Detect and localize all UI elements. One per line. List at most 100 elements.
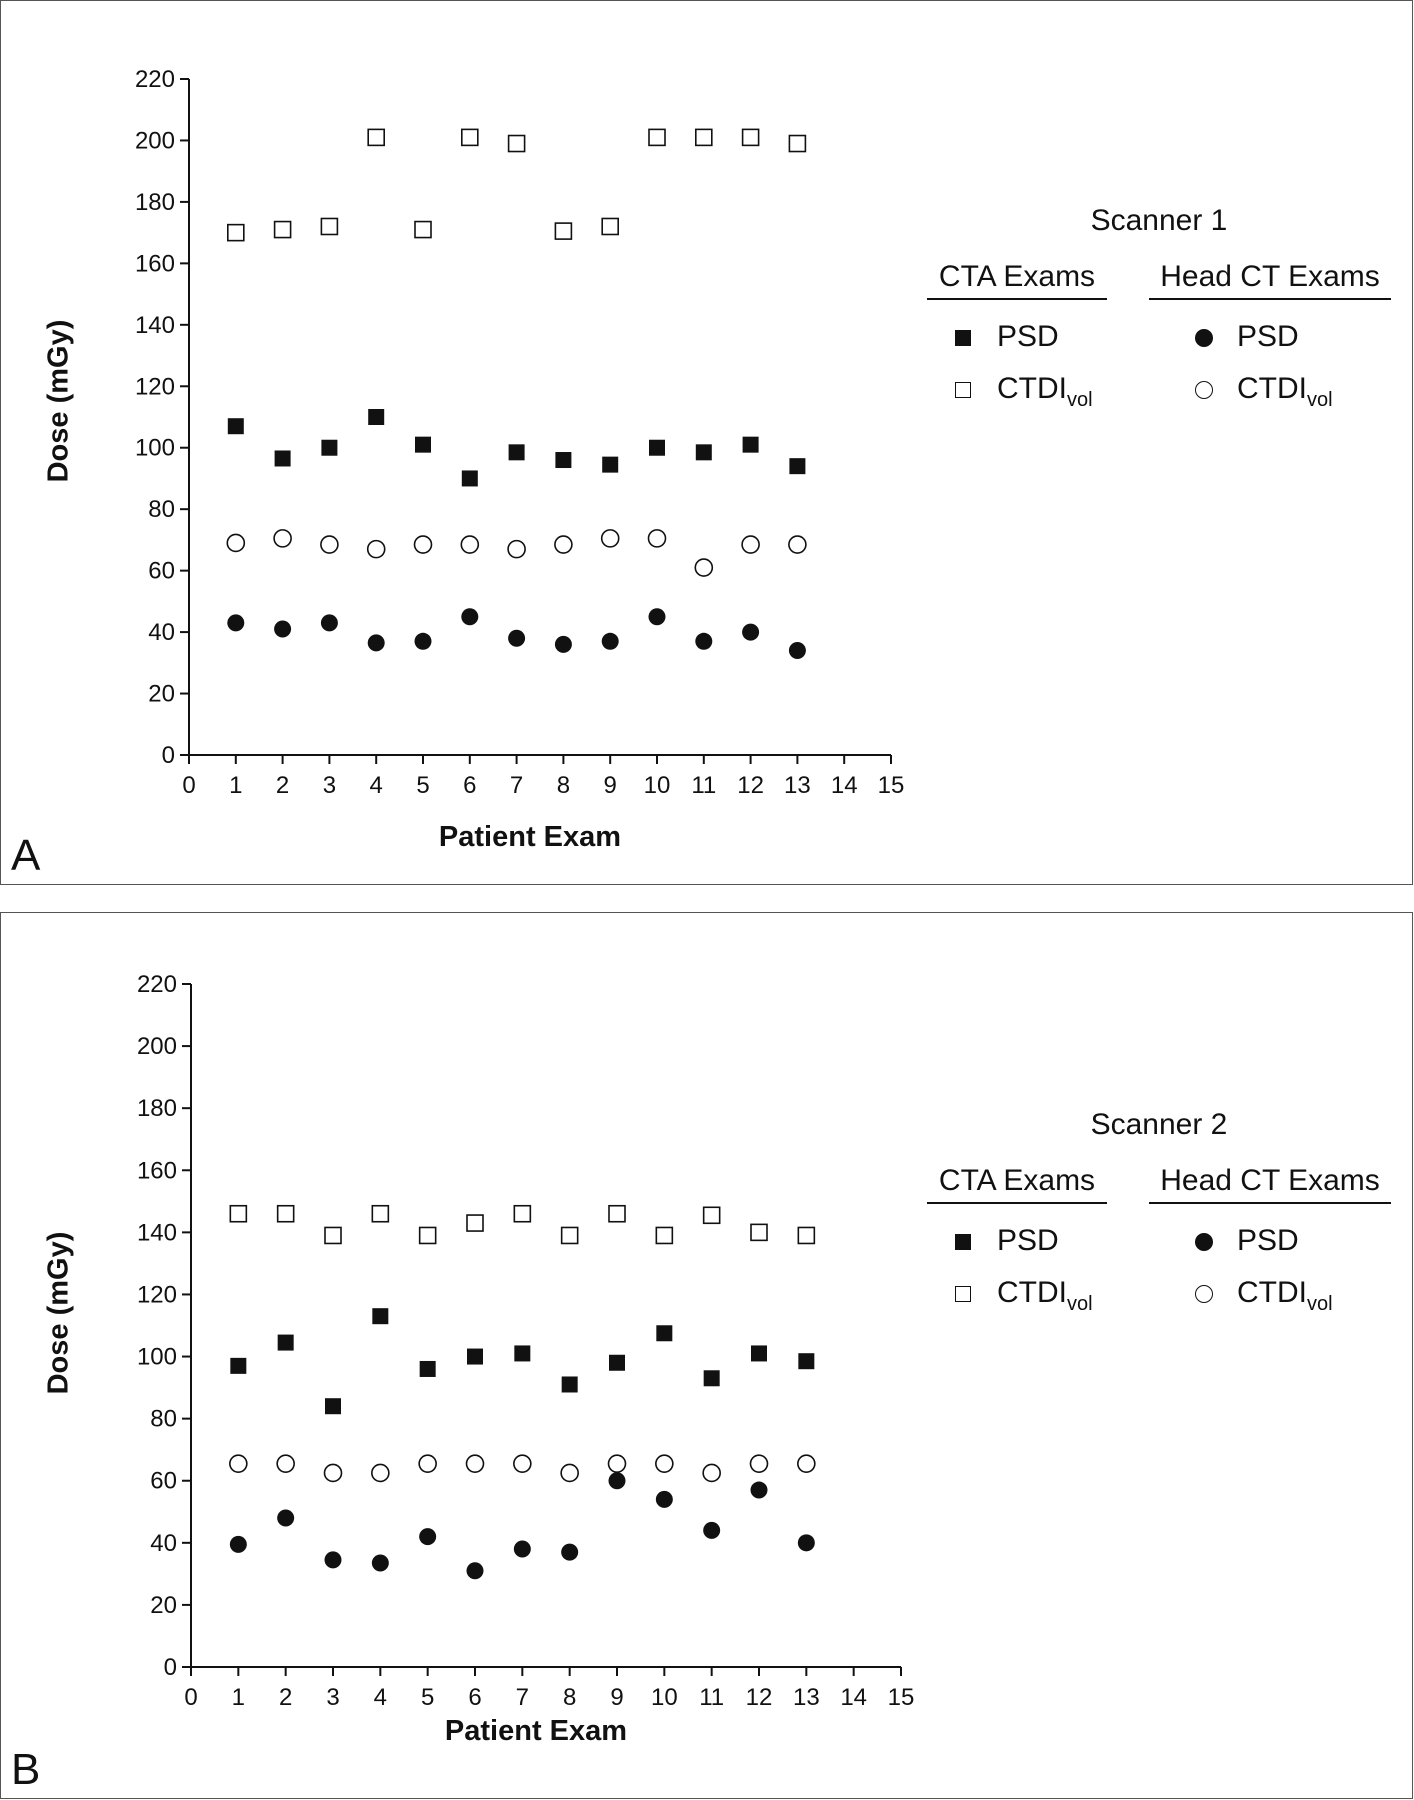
data-point-head-ctdivol [741, 535, 760, 554]
x-tick-label: 6 [468, 1684, 481, 1711]
data-point-cta-psd [602, 456, 619, 473]
legend-label: PSD [997, 320, 1059, 353]
y-tick-label: 220 [137, 971, 177, 998]
data-point-cta-psd [277, 1334, 294, 1351]
data-point-head-ctdivol [323, 1463, 343, 1483]
legend: Scanner 1 CTA Exams Head CT Exams PSD CT… [927, 204, 1391, 434]
open-circle-marker-icon [1195, 381, 1213, 399]
x-tick-label: 1 [229, 772, 242, 799]
data-point-head-ctdivol [371, 1463, 390, 1483]
open-circle-marker-icon [1195, 1285, 1213, 1303]
data-point-head-psd [371, 1554, 389, 1572]
data-point-cta-ctdivol [227, 223, 245, 242]
x-tick-label: 10 [644, 772, 671, 799]
data-point-head-ctdivol [229, 1454, 248, 1473]
y-tick-label: 20 [148, 681, 175, 708]
y-tick-label: 220 [135, 66, 175, 93]
x-tick-label: 8 [563, 1684, 576, 1711]
y-tick-label: 0 [162, 742, 175, 769]
data-point-head-ctdivol [413, 535, 433, 554]
data-point-head-psd [229, 1535, 247, 1553]
data-point-cta-ctdivol [229, 1204, 248, 1223]
data-point-head-ctdivol [694, 558, 714, 577]
data-point-head-ctdivol [600, 529, 620, 548]
data-point-cta-psd [461, 470, 478, 487]
legend-heading-head-ct: Head CT Exams [1149, 1164, 1391, 1204]
y-tick-label: 20 [150, 1592, 177, 1619]
filled-circle-marker-icon [1195, 329, 1213, 347]
legend-label-subscript: vol [1307, 1293, 1333, 1315]
data-point-cta-ctdivol [601, 217, 620, 236]
legend-label-subscript: vol [1067, 1293, 1093, 1315]
legend-label: PSD [1237, 1224, 1299, 1257]
legend-title: Scanner 1 [1090, 204, 1228, 237]
y-tick-label: 80 [150, 1406, 177, 1433]
data-point-cta-ctdivol [507, 134, 526, 153]
x-tick-label: 15 [888, 1684, 915, 1711]
data-point-head-ctdivol [273, 529, 292, 548]
x-tick-label: 9 [610, 1684, 623, 1711]
data-point-cta-psd [274, 450, 291, 467]
data-point-head-psd [508, 629, 526, 647]
legend: Scanner 2 CTA Exams Head CT Exams PSD CT… [927, 1108, 1391, 1338]
x-tick-label: 2 [279, 1684, 292, 1711]
x-tick-label: 14 [840, 1684, 867, 1711]
data-point-head-ctdivol [276, 1454, 295, 1473]
data-point-cta-psd [325, 1398, 341, 1415]
data-point-head-psd [750, 1481, 768, 1499]
y-tick-label: 120 [135, 373, 175, 400]
x-tick-label: 3 [323, 772, 336, 799]
data-point-cta-ctdivol [560, 1226, 579, 1245]
data-point-cta-psd [415, 436, 431, 453]
panel-label: B [11, 1745, 41, 1794]
data-point-head-ctdivol [460, 535, 480, 554]
data-point-head-ctdivol [465, 1454, 485, 1473]
data-point-cta-psd [508, 444, 525, 461]
y-tick-label: 160 [137, 1157, 177, 1184]
filled-square-marker-icon [955, 330, 971, 346]
open-square-marker-icon [955, 382, 971, 398]
data-point-head-ctdivol [507, 539, 526, 559]
data-point-cta-ctdivol [750, 1223, 768, 1242]
x-tick-label: 7 [510, 772, 523, 799]
data-point-head-psd [703, 1521, 721, 1539]
data-point-head-psd [797, 1534, 815, 1552]
data-point-cta-psd [649, 439, 665, 456]
data-point-head-ctdivol [607, 1454, 627, 1473]
data-point-head-psd [788, 642, 806, 660]
y-tick-label: 100 [137, 1344, 177, 1371]
data-point-cta-psd [695, 444, 712, 461]
x-tick-label: 8 [557, 772, 570, 799]
data-point-cta-ctdivol [702, 1206, 721, 1225]
y-tick-label: 200 [135, 127, 175, 154]
y-tick-label: 140 [135, 312, 175, 339]
legend-label: PSD [997, 1224, 1059, 1257]
data-point-cta-psd [703, 1370, 720, 1387]
x-tick-label: 15 [878, 772, 905, 799]
data-point-cta-psd [798, 1353, 815, 1370]
data-point-cta-ctdivol [648, 128, 666, 147]
data-point-cta-psd [555, 452, 572, 469]
y-tick-label: 120 [137, 1281, 177, 1308]
data-point-cta-psd [372, 1308, 389, 1325]
data-point-cta-ctdivol [608, 1204, 626, 1223]
data-point-cta-ctdivol [418, 1226, 437, 1245]
data-point-cta-ctdivol [414, 220, 432, 239]
x-tick-label: 10 [651, 1684, 678, 1711]
x-tick-label: 5 [421, 1684, 434, 1711]
data-point-head-psd [601, 632, 619, 650]
data-point-cta-psd [467, 1348, 483, 1365]
data-point-cta-psd [751, 1345, 767, 1362]
legend-label: CTDI [1237, 1276, 1307, 1309]
legend-heading-cta: CTA Exams [927, 1164, 1107, 1204]
data-point-cta-ctdivol [741, 128, 760, 147]
data-point-head-ctdivol [788, 535, 807, 554]
data-point-head-psd [324, 1551, 342, 1569]
data-point-cta-ctdivol [797, 1226, 816, 1245]
x-axis-title: Patient Exam [438, 821, 622, 853]
data-point-cta-ctdivol [324, 1226, 342, 1245]
open-square-marker-icon [955, 1286, 971, 1302]
data-point-head-ctdivol [655, 1454, 674, 1473]
